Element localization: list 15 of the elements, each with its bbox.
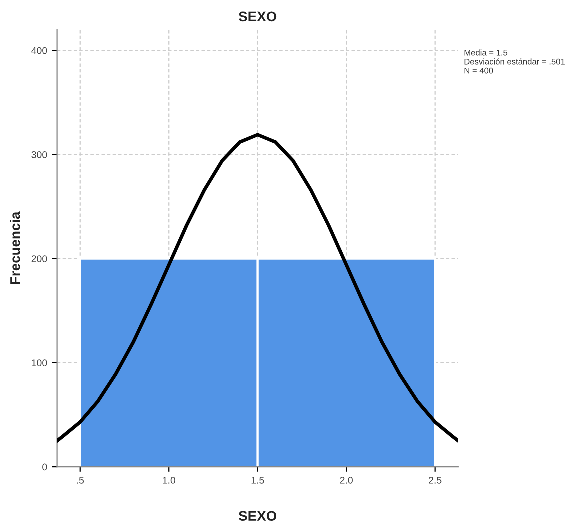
x-tick-label: .5 (77, 477, 84, 484)
y-tick-label: 300 (32, 151, 48, 158)
x-tick-label: 1.0 (163, 477, 176, 484)
line-series (57, 133, 458, 443)
y-axis-title: Frecuencia (10, 212, 20, 284)
x-axis-title: SEXO (238, 511, 277, 522)
y-tick-label: 0 (42, 464, 48, 471)
y-tick-label: 200 (32, 256, 48, 262)
x-tick-label: 1.5 (252, 477, 264, 484)
x-tick-label: 2.5 (429, 477, 442, 484)
y-tick-label: 400 (32, 47, 48, 54)
chart-title: SEXO (238, 12, 277, 22)
x-tick-label: 2.0 (340, 477, 353, 484)
y-tick-label: 100 (32, 360, 48, 367)
text: Media = 1.5 Desviación estándar = .501 N = 400 (464, 50, 565, 74)
